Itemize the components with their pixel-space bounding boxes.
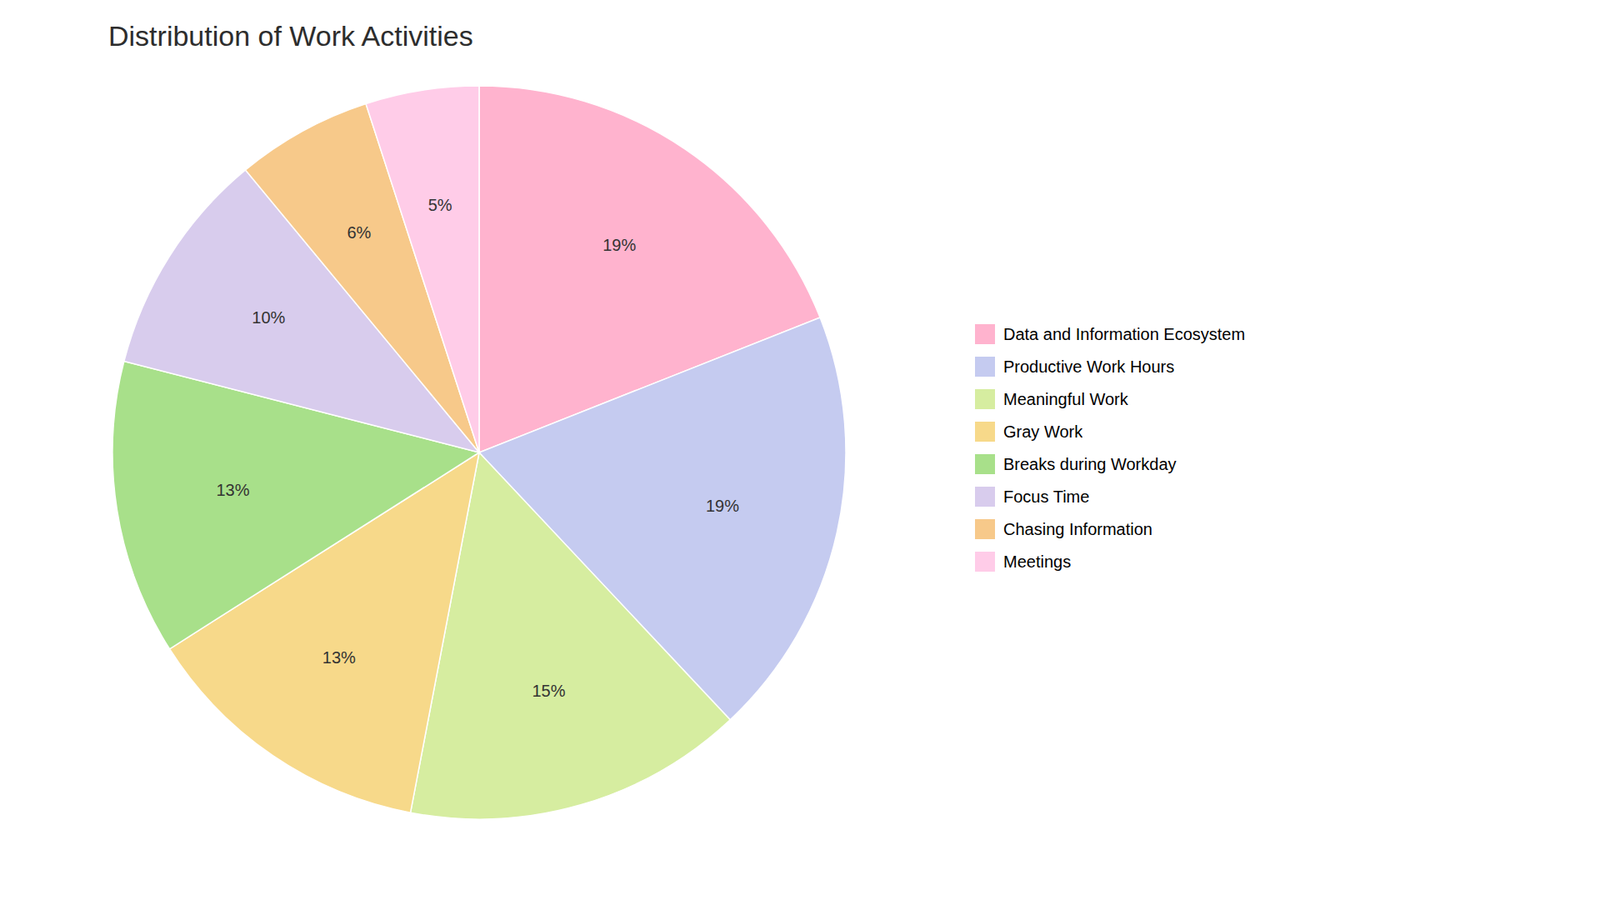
svg-text:5%: 5%	[428, 195, 453, 215]
html-text:Distribution of Work Activitie: Distribution of Work Activities	[108, 20, 474, 52]
svg-text:13%: 13%	[322, 648, 356, 667]
html-text:Gray Work: Gray Work	[1003, 422, 1083, 441]
html-text:Data and Information Ecosystem: Data and Information Ecosystem	[1003, 325, 1246, 344]
html-text:Meaningful Work: Meaningful Work	[1003, 390, 1129, 409]
svg-text:10%: 10%	[251, 308, 285, 327]
html-text:Breaks during Workday: Breaks during Workday	[1003, 455, 1177, 474]
html-text:Focus Time: Focus Time	[1003, 487, 1090, 506]
svg-text:19%: 19%	[705, 496, 740, 515]
html-text:Chasing Information: Chasing Information	[1003, 520, 1153, 539]
svg-text:6%: 6%	[346, 223, 371, 242]
svg-text:19%: 19%	[602, 235, 636, 255]
svg-text:15%: 15%	[531, 681, 565, 700]
svg-text:13%: 13%	[215, 480, 250, 500]
html-text:Meetings: Meetings	[1003, 552, 1071, 571]
html-text:Productive Work Hours: Productive Work Hours	[1003, 357, 1175, 376]
